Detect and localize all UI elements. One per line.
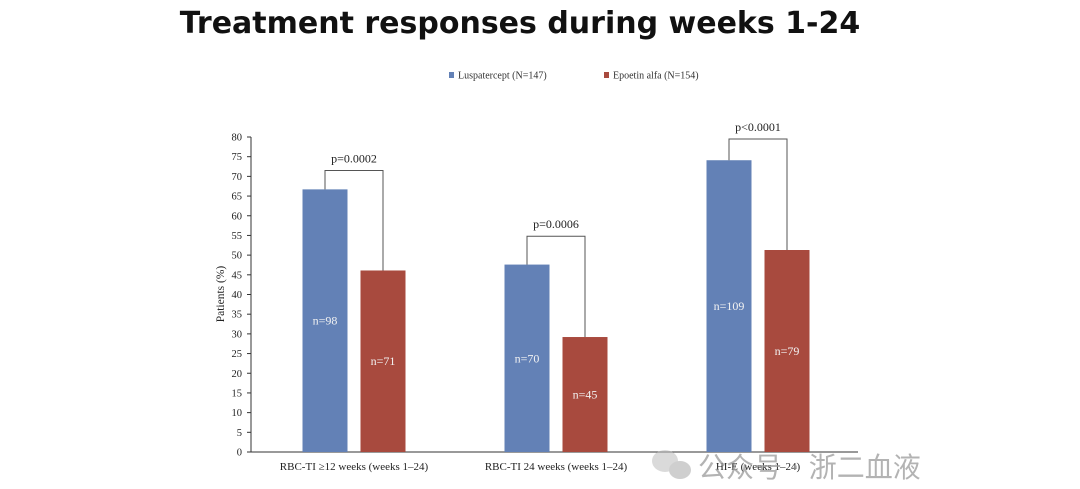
significance-bracket xyxy=(728,138,788,251)
wechat-icon xyxy=(652,450,691,479)
y-tick-label: 20 xyxy=(232,369,243,380)
y-tick-label: 5 xyxy=(237,428,242,439)
x-tick-label: HI-E (weeks 1–24) xyxy=(716,461,801,473)
x-tick-label: RBC-TI ≥12 weeks (weeks 1–24) xyxy=(280,461,429,473)
x-tick-label: RBC-TI 24 weeks (weeks 1–24) xyxy=(485,461,628,473)
watermark-text: 公众号 · 浙二血液 xyxy=(698,451,921,484)
y-tick-label: 55 xyxy=(232,231,243,242)
p-value-label: p=0.0006 xyxy=(533,217,579,231)
bar-luspatercept xyxy=(504,264,550,452)
significance-bracket xyxy=(324,169,384,271)
y-tick-label: 25 xyxy=(232,349,243,360)
y-tick-label: 15 xyxy=(232,388,243,399)
legend-label: Luspatercept (N=147) xyxy=(458,71,547,82)
bar-data-label: n=45 xyxy=(573,388,598,402)
y-tick-label: 70 xyxy=(232,172,243,183)
bar-data-label: n=71 xyxy=(371,354,396,368)
y-tick-label: 60 xyxy=(232,211,243,222)
y-tick-label: 40 xyxy=(232,290,243,301)
y-tick-label: 65 xyxy=(232,192,243,203)
y-tick-label: 45 xyxy=(232,270,243,281)
bar-data-label: n=79 xyxy=(775,344,800,358)
y-tick-label: 10 xyxy=(232,408,243,419)
bar-epoetin xyxy=(360,270,406,452)
legend-label: Epoetin alfa (N=154) xyxy=(613,71,699,82)
page-title: Treatment responses during weeks 1-24 xyxy=(179,6,861,41)
y-tick-label: 80 xyxy=(232,133,243,144)
bar-data-label: n=70 xyxy=(515,351,540,365)
p-value-label: p<0.0001 xyxy=(735,120,781,134)
wechat-bubble-small xyxy=(669,461,691,479)
y-tick-label: 50 xyxy=(232,251,243,262)
y-axis-label: Patients (%) xyxy=(215,266,227,323)
y-tick-label: 0 xyxy=(237,448,242,459)
legend-swatch xyxy=(449,72,454,78)
bar-epoetin xyxy=(764,250,810,452)
bar-data-label: n=109 xyxy=(714,299,745,313)
bar-data-label: n=98 xyxy=(313,314,338,328)
bar-luspatercept xyxy=(302,189,348,452)
significance-bracket xyxy=(526,235,586,338)
legend-swatch xyxy=(604,72,609,78)
y-tick-label: 35 xyxy=(232,310,243,321)
y-tick-label: 75 xyxy=(232,152,243,163)
y-tick-label: 30 xyxy=(232,329,243,340)
p-value-label: p=0.0002 xyxy=(331,151,377,165)
bar-epoetin xyxy=(562,337,608,452)
bar-luspatercept xyxy=(706,160,752,452)
